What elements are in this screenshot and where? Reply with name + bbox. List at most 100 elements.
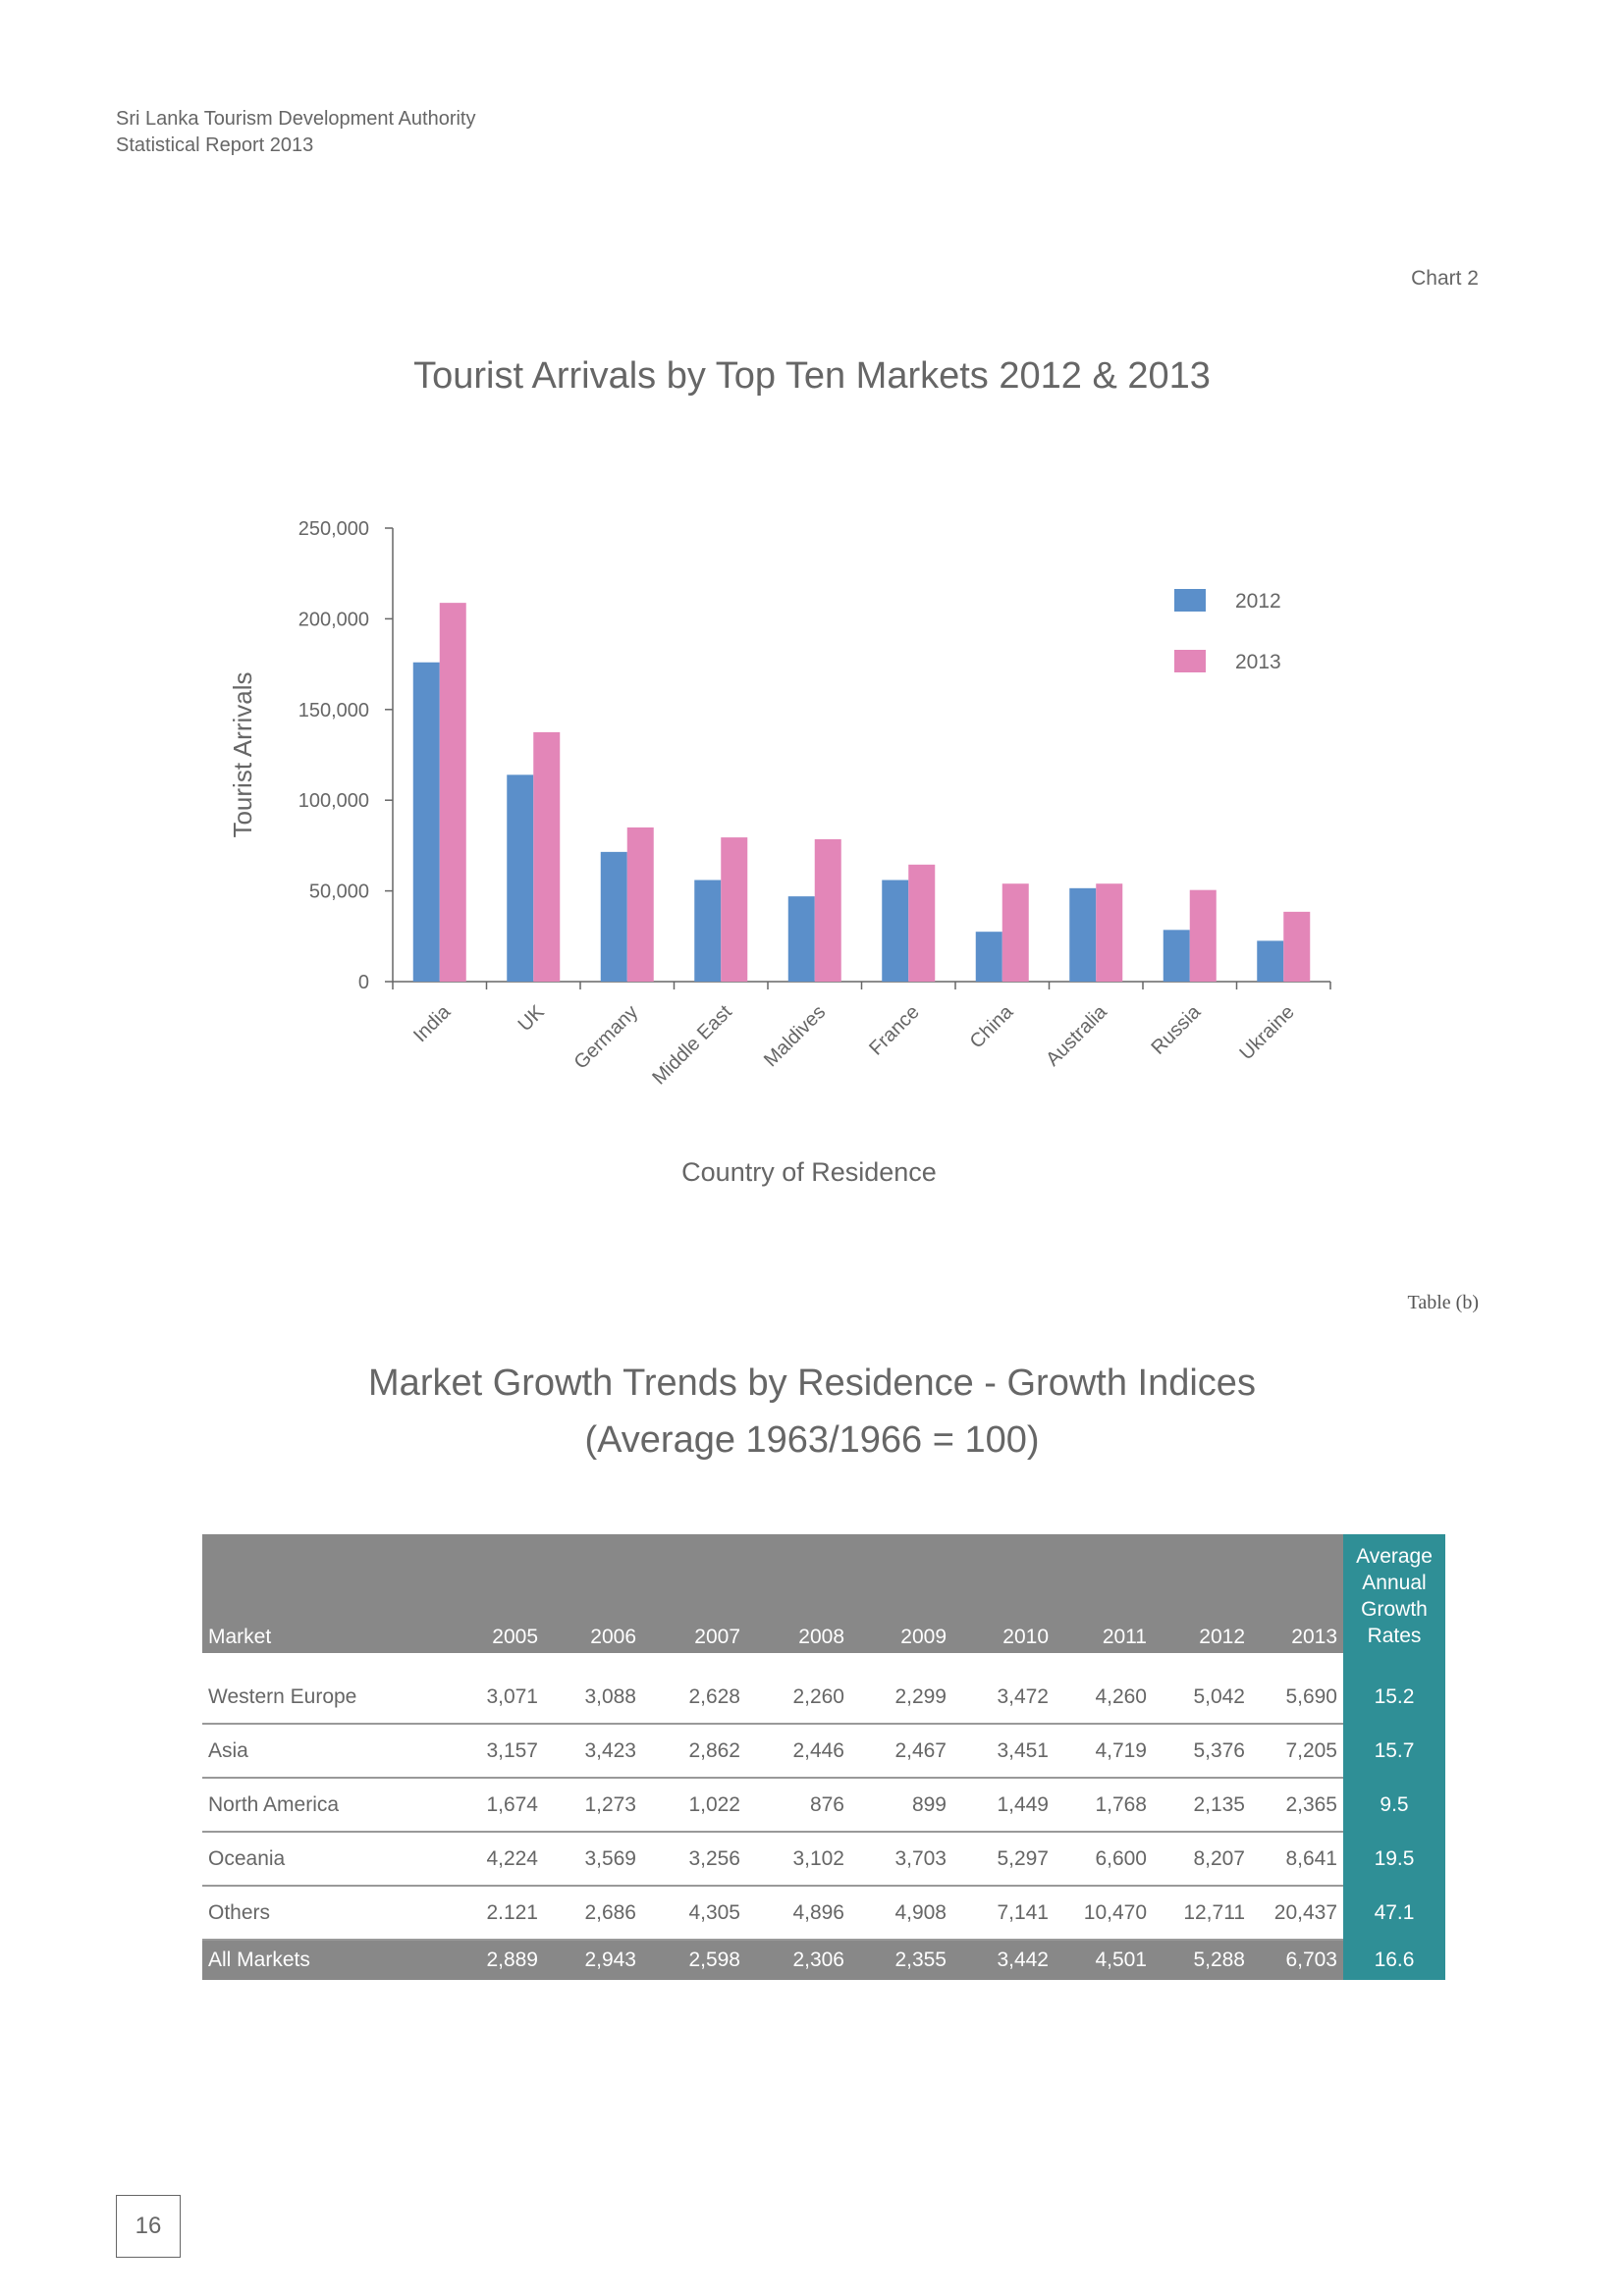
index-cell: 6,703 bbox=[1251, 1940, 1343, 1980]
growth-rate-cell: 15.2 bbox=[1343, 1653, 1445, 1724]
index-cell: 2,135 bbox=[1153, 1778, 1251, 1833]
page-number: 16 bbox=[116, 2195, 181, 2258]
table-header-row: Market 2005 2006 2007 2008 2009 2010 201… bbox=[202, 1534, 1445, 1653]
header-year: 2012 bbox=[1153, 1534, 1251, 1653]
market-name: Western Europe bbox=[202, 1653, 442, 1725]
y-tick-label: 250,000 bbox=[298, 518, 369, 540]
index-cell: 2,943 bbox=[544, 1940, 642, 1980]
index-cell: 1,449 bbox=[952, 1778, 1055, 1833]
y-tick-label: 0 bbox=[358, 972, 369, 993]
table-row: Others 2.121 2,686 4,305 4,896 4,908 7,141 10,4… bbox=[202, 1886, 1445, 1941]
market-name: Others bbox=[202, 1886, 442, 1941]
rate-header-line: Rates bbox=[1367, 1625, 1422, 1647]
bar-2013-uk bbox=[533, 731, 561, 982]
table-row: Asia 3,157 3,423 2,862 2,446 2,467 3,451 4,719 5… bbox=[202, 1724, 1445, 1779]
bar-2012-middle-east bbox=[694, 880, 722, 982]
table-row: North America 1,674 1,273 1,022 876 899 1,449 1… bbox=[202, 1778, 1445, 1833]
table-body: Western Europe 3,071 3,088 2,628 2,260 2,299 3… bbox=[202, 1653, 1445, 1980]
legend-label-2013: 2013 bbox=[1235, 651, 1281, 673]
index-cell: 3,451 bbox=[952, 1724, 1055, 1779]
x-tick-label: Germany bbox=[570, 1001, 643, 1074]
bar-2013-australia bbox=[1096, 883, 1123, 982]
index-cell: 5,690 bbox=[1251, 1653, 1343, 1725]
index-cell: 7,205 bbox=[1251, 1724, 1343, 1779]
header-growth-rate: Average Annual Growth Rates bbox=[1343, 1534, 1445, 1653]
header-year: 2008 bbox=[746, 1534, 850, 1653]
table-title-line1: Market Growth Trends by Residence - Grow… bbox=[368, 1362, 1256, 1404]
x-tick-label: Maldives bbox=[760, 1001, 830, 1071]
rate-header-line: Annual bbox=[1362, 1572, 1427, 1594]
y-tick-label: 200,000 bbox=[298, 609, 369, 630]
header-report-title: Statistical Report 2013 bbox=[116, 134, 314, 156]
index-cell: 3,088 bbox=[544, 1653, 642, 1725]
bar-2013-middle-east bbox=[721, 837, 748, 982]
bar-2013-russia bbox=[1189, 889, 1217, 982]
index-cell: 4,305 bbox=[642, 1886, 746, 1941]
x-tick-label: India bbox=[409, 1000, 456, 1046]
bar-2012-russia bbox=[1163, 930, 1190, 982]
index-cell: 7,141 bbox=[952, 1886, 1055, 1941]
growth-indices-table: Market 2005 2006 2007 2008 2009 2010 201… bbox=[202, 1534, 1445, 1980]
index-cell: 2,365 bbox=[1251, 1778, 1343, 1833]
index-cell: 2,686 bbox=[544, 1886, 642, 1941]
growth-rate-cell: 15.7 bbox=[1343, 1724, 1445, 1778]
table-row: Western Europe 3,071 3,088 2,628 2,260 2,299 3… bbox=[202, 1653, 1445, 1725]
index-cell: 3,569 bbox=[544, 1832, 642, 1887]
index-cell: 1,768 bbox=[1055, 1778, 1153, 1833]
index-cell: 3,102 bbox=[746, 1832, 850, 1887]
market-name: Asia bbox=[202, 1724, 442, 1779]
index-cell: 4,908 bbox=[850, 1886, 952, 1941]
index-cell: 2,299 bbox=[850, 1653, 952, 1725]
header-year: 2011 bbox=[1055, 1534, 1153, 1653]
header-year: 2007 bbox=[642, 1534, 746, 1653]
x-axis-title: Country of Residence bbox=[681, 1157, 937, 1187]
index-cell: 3,472 bbox=[952, 1653, 1055, 1725]
x-tick-label: France bbox=[865, 1001, 924, 1060]
growth-rate-cell: 16.6 bbox=[1343, 1940, 1445, 1980]
table-title: Market Growth Trends by Residence - Grow… bbox=[0, 1355, 1624, 1468]
index-cell: 899 bbox=[850, 1778, 952, 1833]
table-label: Table (b) bbox=[1407, 1292, 1479, 1313]
index-cell: 3,071 bbox=[442, 1653, 544, 1725]
rate-header-line: Average bbox=[1356, 1545, 1433, 1568]
index-cell: 2.121 bbox=[442, 1886, 544, 1941]
index-cell: 20,437 bbox=[1251, 1886, 1343, 1941]
x-tick-label: UK bbox=[514, 1001, 550, 1037]
bar-2012-australia bbox=[1069, 887, 1097, 982]
bar-chart: 0 50,000 100,000 150,000 200,000 250,000 India… bbox=[228, 518, 1331, 1187]
index-cell: 2,628 bbox=[642, 1653, 746, 1725]
bar-2013-india bbox=[439, 603, 466, 982]
chart-title: Tourist Arrivals by Top Ten Markets 2012… bbox=[413, 355, 1211, 397]
header-organization: Sri Lanka Tourism Development Authority bbox=[116, 108, 476, 130]
legend-label-2012: 2012 bbox=[1235, 590, 1281, 613]
y-tick-label: 50,000 bbox=[309, 881, 369, 903]
index-cell: 4,501 bbox=[1055, 1940, 1153, 1980]
index-cell: 3,442 bbox=[952, 1940, 1055, 1980]
market-name: Oceania bbox=[202, 1832, 442, 1887]
index-cell: 2,467 bbox=[850, 1724, 952, 1779]
index-cell: 3,256 bbox=[642, 1832, 746, 1887]
header-year: 2009 bbox=[850, 1534, 952, 1653]
index-cell: 3,423 bbox=[544, 1724, 642, 1779]
x-tick-label: Australia bbox=[1042, 1000, 1111, 1070]
x-tick-label: Middle East bbox=[648, 1001, 736, 1090]
index-cell: 12,711 bbox=[1153, 1886, 1251, 1941]
index-cell: 5,288 bbox=[1153, 1940, 1251, 1980]
index-cell: 4,260 bbox=[1055, 1653, 1153, 1725]
report-header: Sri Lanka Tourism Development Authority … bbox=[116, 106, 475, 159]
legend-swatch-2012 bbox=[1174, 589, 1206, 612]
index-cell: 8,641 bbox=[1251, 1832, 1343, 1887]
legend-swatch-2013 bbox=[1174, 650, 1206, 672]
chart-label: Chart 2 bbox=[1411, 267, 1479, 290]
growth-rate-cell: 9.5 bbox=[1343, 1778, 1445, 1832]
index-cell: 6,600 bbox=[1055, 1832, 1153, 1887]
bar-2013-maldives bbox=[814, 838, 841, 982]
index-cell: 5,042 bbox=[1153, 1653, 1251, 1725]
y-tick-label: 150,000 bbox=[298, 700, 369, 721]
index-cell: 876 bbox=[746, 1778, 850, 1833]
growth-rate-cell: 19.5 bbox=[1343, 1832, 1445, 1886]
index-cell: 2,889 bbox=[442, 1940, 544, 1980]
header-year: 2005 bbox=[442, 1534, 544, 1653]
header-market: Market bbox=[202, 1534, 442, 1653]
bar-2012-china bbox=[975, 932, 1002, 982]
